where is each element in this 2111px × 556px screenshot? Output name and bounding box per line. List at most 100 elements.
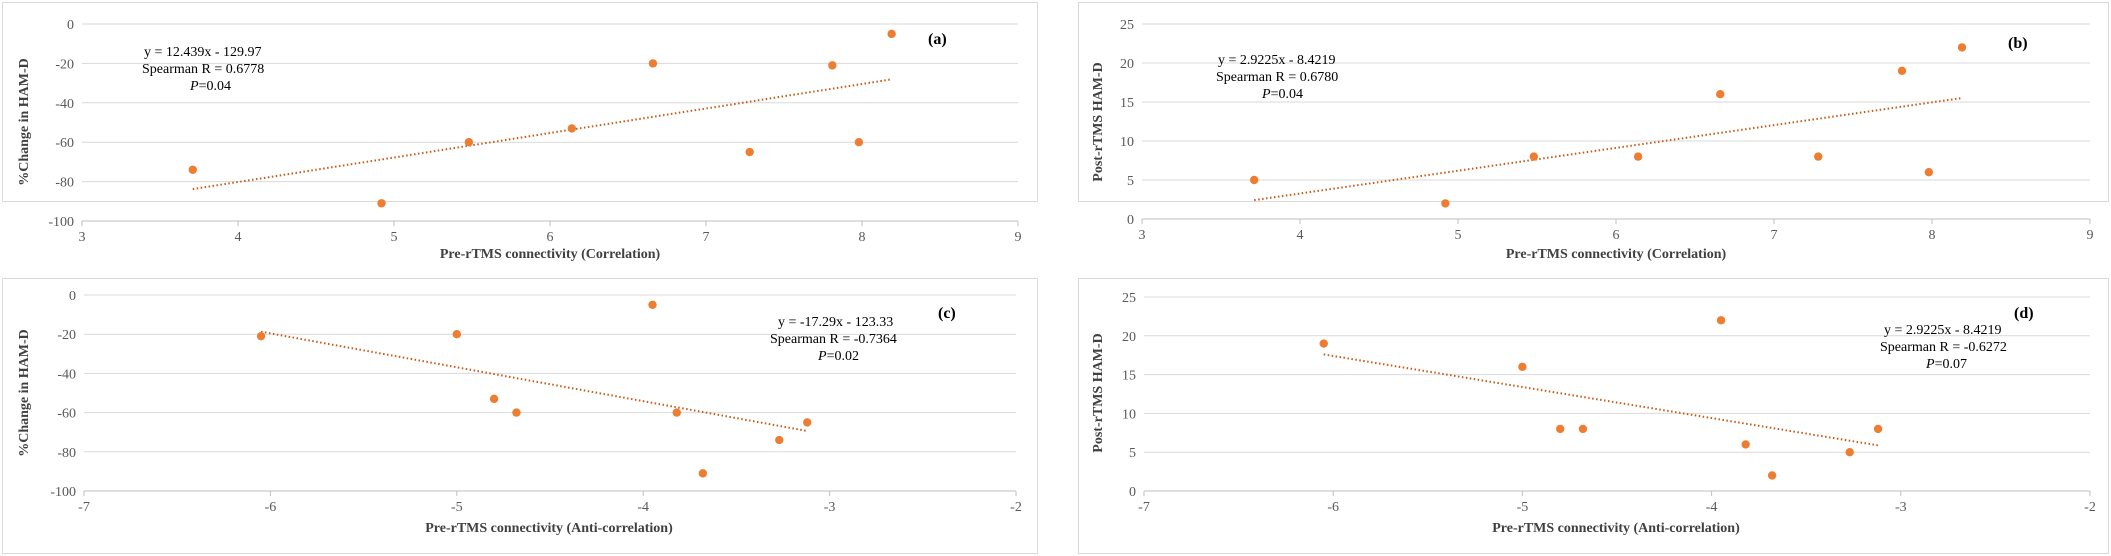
y-axis-label: %Change in HAM-D xyxy=(17,329,32,457)
panel-frame xyxy=(2,2,1038,202)
chart-b: 0 5 10 15 20 25 3 4 5 6 7 8 9 Post-rTMS HAM-D Pre-rT… xyxy=(1091,18,2094,262)
x-tick-label: 7 xyxy=(1771,228,1778,243)
data-point xyxy=(1741,440,1750,449)
data-point xyxy=(1578,424,1588,434)
panel-label: (b) xyxy=(2008,35,2028,52)
y-tick-label: -60 xyxy=(57,407,76,422)
y-tick-label: -60 xyxy=(55,136,74,151)
x-tick-label: -6 xyxy=(1327,500,1339,515)
x-tick-label: -4 xyxy=(1706,500,1718,515)
p-value: P=0.02 xyxy=(817,349,859,364)
y-tick-label: -100 xyxy=(48,215,74,230)
y-tick-label: -40 xyxy=(55,97,74,112)
p-number: =0.04 xyxy=(199,79,231,94)
x-tick-label: 6 xyxy=(547,230,554,245)
data-point xyxy=(698,469,708,478)
chart-panel-d: 0 5 10 15 20 25 -7 -6 -5 -4 -3 -2 Post-rTMS HAM-D P… xyxy=(1078,278,2109,554)
data-point xyxy=(1518,362,1527,372)
x-axis-label: Pre-rTMS connectivity (Correlation) xyxy=(440,247,661,262)
y-tick-label: 5 xyxy=(1127,174,1134,189)
spearman-r: Spearman R = 0.6778 xyxy=(142,62,264,77)
data-point xyxy=(1767,471,1777,480)
data-point xyxy=(1814,152,1823,161)
x-tick-label: 5 xyxy=(391,230,398,245)
data-point xyxy=(1716,90,1725,99)
data-point xyxy=(464,138,474,147)
chart-panel-c: 0 -20 -40 -60 -80 -100 -7 -6 -5 -4 -3 -2 %Change in… xyxy=(2,278,1038,554)
spearman-r: Spearman R = -0.6272 xyxy=(1880,340,2007,355)
data-point xyxy=(1556,424,1565,434)
chart-c: 0 -20 -40 -60 -80 -100-7 -6 -5 -4 -3 -2 %Change in… xyxy=(17,289,1022,536)
x-tick-label: 9 xyxy=(2087,228,2094,243)
p-symbol: P xyxy=(817,349,827,364)
y-tick-label: 0 xyxy=(69,289,76,304)
data-point xyxy=(188,165,197,174)
data-point xyxy=(1957,43,1967,52)
y-tick-label: 20 xyxy=(1120,57,1134,72)
y-tick-label: -40 xyxy=(57,367,76,382)
data-point xyxy=(775,435,784,445)
x-tick-label: -7 xyxy=(1138,500,1150,515)
x-tick-label: 8 xyxy=(1929,228,1936,243)
x-axis-label: Pre-rTMS connectivity (Anti-correlation) xyxy=(425,521,673,536)
y-tick-label: 0 xyxy=(1127,213,1134,228)
data-point xyxy=(1319,339,1328,348)
regression-equation: y = 12.439x - 129.97 xyxy=(144,45,262,60)
y-tick-label: 0 xyxy=(67,18,74,33)
chart-a: 0 -20 -40 -60 -80 -100 3 4 5 6 7 8 9 %Change in HAM-… xyxy=(17,18,1022,262)
data-point xyxy=(1716,316,1726,325)
data-point xyxy=(745,147,754,157)
x-tick-label: 5 xyxy=(1455,228,1462,243)
y-tick-label: -80 xyxy=(55,176,74,191)
x-tick-label: 3 xyxy=(1139,228,1146,243)
trendline xyxy=(1254,97,1963,202)
y-tick-label: -20 xyxy=(55,57,74,72)
chart-panel-b: 0 5 10 15 20 25 3 4 5 6 7 8 9 Post-rTMS HAM-D Pre-rT… xyxy=(1078,2,2109,262)
x-tick-label: 3 xyxy=(79,230,86,245)
data-point xyxy=(567,124,577,133)
data-point xyxy=(1441,199,1450,208)
x-tick-label: -4 xyxy=(637,500,649,515)
x-tick-label: -5 xyxy=(1517,500,1529,515)
panel-frame xyxy=(1078,2,2109,202)
y-tick-label: 25 xyxy=(1120,18,1134,33)
x-tick-label: -2 xyxy=(1010,500,1022,515)
panel-frame xyxy=(1078,278,2109,554)
data-point xyxy=(1873,424,1883,434)
data-point xyxy=(1924,168,1934,177)
data-point xyxy=(452,330,461,339)
spearman-r: Spearman R = 0.6780 xyxy=(1216,70,1338,85)
y-axis-label: %Change in HAM-D xyxy=(17,58,32,186)
p-value: P=0.07 xyxy=(1925,357,1967,372)
p-number: =0.04 xyxy=(1271,87,1303,102)
trendline xyxy=(260,330,808,432)
y-tick-label: 10 xyxy=(1120,135,1134,150)
x-tick-label: -6 xyxy=(265,500,277,515)
data-point xyxy=(1897,66,1907,76)
data-point xyxy=(1249,175,1259,185)
data-point xyxy=(828,61,837,70)
data-point xyxy=(1633,152,1643,161)
data-point xyxy=(256,331,266,341)
x-tick-label: 4 xyxy=(235,230,242,245)
p-symbol: P xyxy=(1925,357,1935,372)
data-point xyxy=(803,418,812,427)
y-axis-label: Post-rTMS HAM-D xyxy=(1091,62,1106,181)
p-value: P=0.04 xyxy=(189,79,231,94)
y-tick-label: 20 xyxy=(1122,330,1136,345)
x-tick-label: -3 xyxy=(824,500,836,515)
p-symbol: P xyxy=(189,79,199,94)
y-tick-label: 10 xyxy=(1122,407,1136,422)
x-tick-label: 6 xyxy=(1613,228,1620,243)
x-tick-label: -7 xyxy=(78,500,90,515)
regression-equation: y = -17.29x - 123.33 xyxy=(778,315,893,330)
y-tick-label: 15 xyxy=(1120,96,1134,111)
data-point xyxy=(377,199,386,208)
data-point xyxy=(648,300,657,309)
data-point xyxy=(648,59,658,68)
x-tick-label: -3 xyxy=(1895,500,1907,515)
data-point xyxy=(489,394,499,404)
x-tick-label: -5 xyxy=(451,500,463,515)
y-tick-label: 0 xyxy=(1129,485,1136,500)
x-tick-label: 7 xyxy=(703,230,710,245)
